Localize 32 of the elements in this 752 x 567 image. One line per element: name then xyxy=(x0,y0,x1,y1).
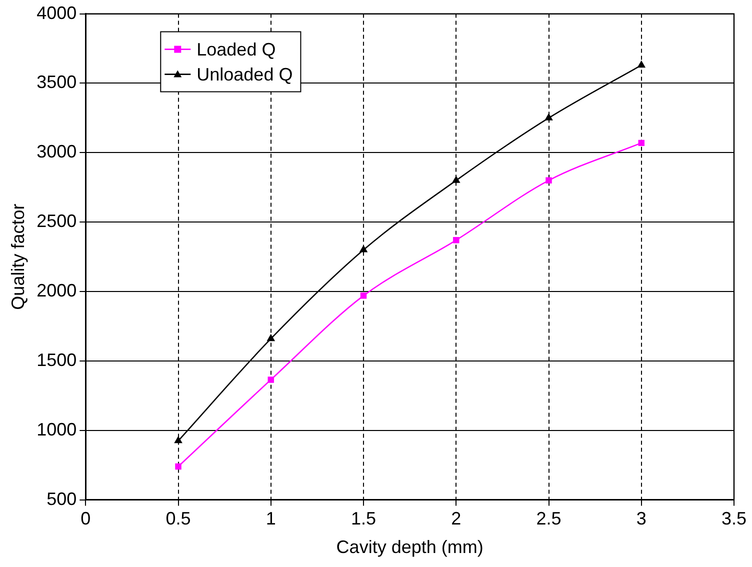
point xyxy=(174,436,182,444)
y-tick-label: 500 xyxy=(46,488,77,509)
y-tick-label: 3000 xyxy=(36,142,77,162)
point xyxy=(268,376,274,383)
y-tick-label: 3500 xyxy=(36,72,77,92)
y-tick-label: 1000 xyxy=(36,419,77,440)
point xyxy=(267,334,275,342)
point xyxy=(360,292,367,299)
y-tick-label: 4000 xyxy=(36,2,77,23)
point xyxy=(360,246,368,252)
point xyxy=(452,176,460,183)
y-tick-label: 2500 xyxy=(36,211,77,232)
legend-label: Loaded Q xyxy=(196,39,276,60)
x-tick-label: 3.5 xyxy=(721,508,747,529)
point xyxy=(638,61,646,68)
point xyxy=(545,114,552,120)
x-axis-title: Cavity depth (mm) xyxy=(336,537,484,558)
y-tick-label: 2000 xyxy=(36,280,77,300)
x-tick-label: 2.5 xyxy=(536,508,562,529)
x-tick-label: 1 xyxy=(266,508,276,529)
point xyxy=(453,237,460,244)
y-axis-title: Quality factor xyxy=(8,204,28,310)
x-tick-label: 0 xyxy=(80,508,91,529)
x-tick-label: 0.5 xyxy=(166,508,191,529)
y-tick-label: 1500 xyxy=(36,350,77,370)
point xyxy=(175,463,182,470)
x-tick-label: 2 xyxy=(451,508,462,529)
point xyxy=(546,177,552,184)
x-tick-label: 3 xyxy=(636,508,646,529)
legend-label: Unloaded Q xyxy=(196,64,293,84)
point xyxy=(638,140,645,146)
x-tick-label: 1.5 xyxy=(350,508,376,529)
